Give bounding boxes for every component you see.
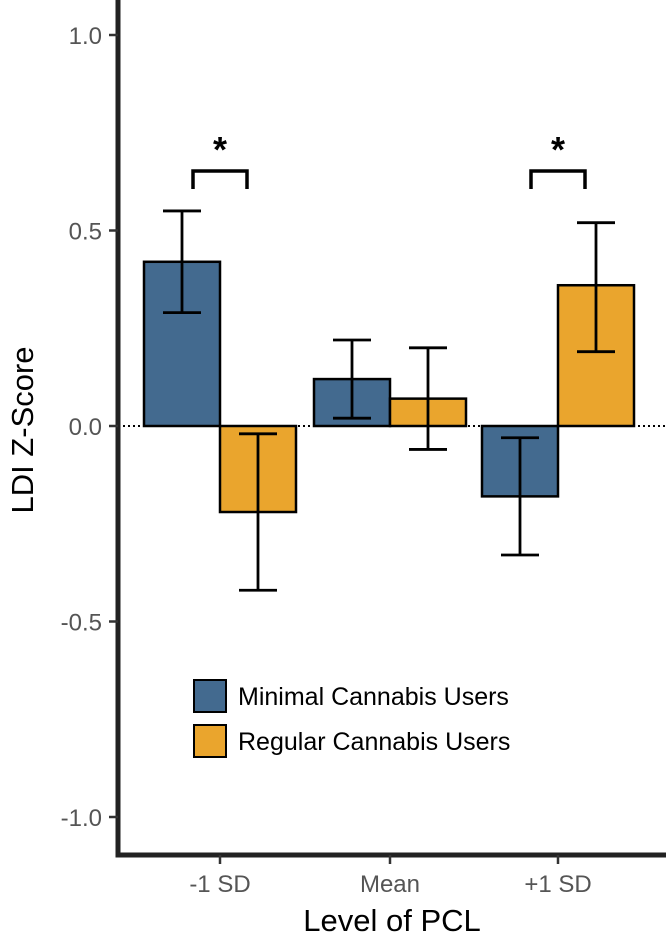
x-tick-label: +1 SD — [524, 871, 591, 898]
y-tick-label: -0.5 — [61, 610, 102, 637]
significance-bracket-0 — [191, 169, 249, 189]
significance-star-0: * — [213, 129, 227, 170]
x-tick-label: -1 SD — [189, 871, 250, 898]
x-axis-title: Level of PCL — [303, 903, 481, 938]
legend-swatch-regular — [193, 724, 227, 758]
x-tick-label: Mean — [360, 871, 420, 898]
y-tick-label: 0.0 — [69, 414, 102, 441]
y-axis-title: LDI Z-Score — [5, 346, 40, 513]
y-tick-label: 0.5 — [69, 219, 102, 246]
legend-label-minimal: Minimal Cannabis Users — [238, 683, 509, 711]
y-tick-label: 1.0 — [69, 23, 102, 50]
significance-bracket-1 — [529, 169, 587, 189]
significance-star-1: * — [551, 129, 565, 170]
legend-label-regular: Regular Cannabis Users — [238, 728, 510, 756]
y-tick-label: -1.0 — [61, 805, 102, 832]
legend-swatch-minimal — [193, 679, 227, 713]
